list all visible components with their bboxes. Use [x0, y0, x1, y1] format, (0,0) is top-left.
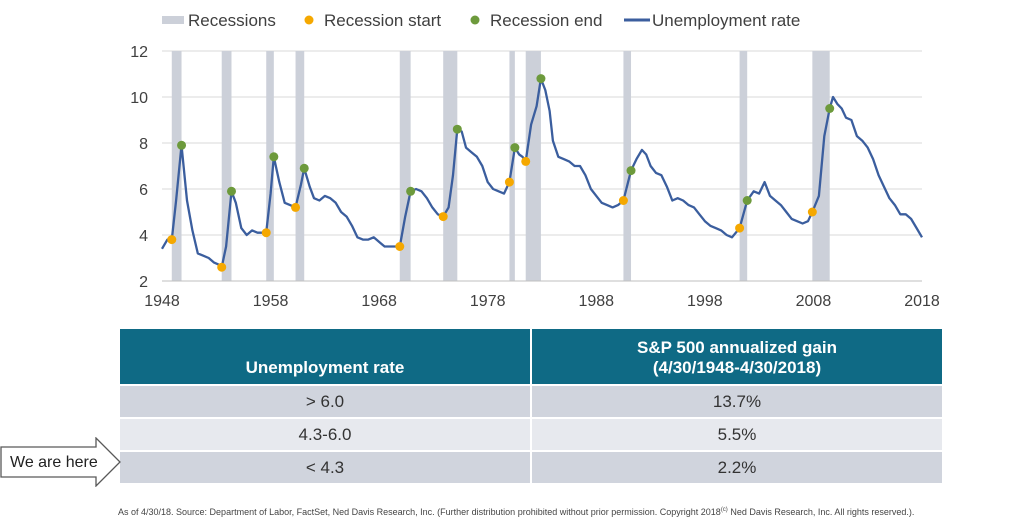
rate-cell: < 4.3	[120, 450, 531, 483]
y-tick-label: 4	[139, 228, 148, 245]
recession-band	[443, 51, 458, 281]
y-tick-label: 12	[130, 44, 148, 61]
header-sp500-gain-title: S&P 500 annualized gain	[637, 338, 837, 357]
legend-swatch-recessions	[162, 16, 184, 24]
rate-cell: > 6.0	[120, 384, 531, 418]
recession-end-point	[825, 104, 835, 113]
recession-end-point	[299, 163, 309, 173]
table-row: > 6.0 13.7%	[120, 384, 942, 418]
recession-band	[171, 51, 182, 281]
legend-item-unemployment-rate: Unemployment rate	[624, 11, 800, 30]
copyright-mark: (c)	[720, 507, 728, 513]
legend-item-recession-end: Recession end	[470, 11, 602, 30]
y-tick-label: 6	[139, 182, 148, 199]
sp500-gain-table: Unemployment rate S&P 500 annualized gai…	[120, 329, 942, 483]
x-tick-label: 1978	[470, 293, 506, 310]
recession-markers	[167, 74, 835, 272]
header-sp500-gain: S&P 500 annualized gain (4/30/1948-4/30/…	[530, 329, 942, 385]
legend-swatch-recession-end	[470, 15, 480, 25]
x-tick-label: 1968	[361, 293, 397, 310]
unemployment-line-layer	[161, 77, 923, 269]
recession-start-point	[618, 196, 628, 205]
recession-band	[623, 51, 632, 281]
source-footnote: As of 4/30/18. Source: Department of Lab…	[118, 507, 914, 517]
legend-label-recession-end: Recession end	[490, 11, 602, 30]
recession-end-point	[742, 196, 752, 205]
recession-start-point	[735, 223, 745, 233]
legend-label-recessions: Recessions	[188, 11, 276, 30]
recession-band	[525, 51, 541, 281]
unemployment-chart: Recessions Recession start Recession end…	[130, 11, 940, 310]
recession-band	[739, 51, 748, 281]
y-tick-label: 2	[139, 274, 148, 291]
chart-legend: Recessions Recession start Recession end…	[162, 11, 800, 30]
x-axis-ticks: 1948 1958 1968 1978 1988 1998 2008 2018	[144, 293, 940, 310]
rate-cell: 4.3-6.0	[120, 417, 531, 451]
gain-cell: 2.2%	[530, 450, 942, 483]
header-unemployment-rate: Unemployment rate	[120, 329, 531, 385]
x-tick-label: 2018	[904, 293, 940, 310]
x-tick-label: 2008	[796, 293, 832, 310]
table-row: 4.3-6.0 5.5%	[120, 417, 942, 451]
recession-band	[295, 51, 305, 281]
we-are-here-label: We are here	[10, 454, 98, 471]
recession-end-point	[269, 152, 279, 162]
recession-start-point	[521, 156, 531, 166]
table-header-row: Unemployment rate S&P 500 annualized gai…	[120, 329, 942, 385]
recession-end-point	[226, 186, 236, 196]
recession-end-point	[536, 74, 546, 84]
recession-start-point	[291, 202, 301, 212]
recession-bands	[171, 51, 830, 281]
recession-band	[399, 51, 411, 281]
legend-swatch-recession-start	[304, 15, 314, 25]
header-unemployment-rate-text: Unemployment rate	[245, 358, 405, 377]
recession-start-point	[395, 242, 405, 251]
recession-start-point	[807, 207, 817, 217]
recession-end-point	[177, 140, 187, 150]
recession-start-point	[438, 212, 448, 222]
footnote-text: As of 4/30/18. Source: Department of Lab…	[118, 507, 721, 517]
x-tick-label: 1958	[253, 293, 289, 310]
y-tick-label: 10	[130, 90, 148, 107]
unemployment-rate-line	[161, 77, 923, 269]
grid-lines	[162, 50, 922, 236]
recession-start-point	[217, 262, 227, 272]
we-are-here-arrow-icon	[0, 437, 121, 487]
recession-end-point	[406, 186, 416, 196]
recession-start-point	[261, 228, 271, 238]
recession-end-point	[452, 124, 462, 134]
recession-start-point	[167, 235, 177, 245]
gain-cell: 13.7%	[530, 384, 942, 418]
x-tick-label: 1998	[687, 293, 723, 310]
x-tick-label: 1988	[578, 293, 614, 310]
legend-item-recession-start: Recession start	[304, 11, 441, 30]
recession-end-point	[510, 143, 520, 153]
y-axis-ticks: 2 4 6 8 10 12	[130, 44, 148, 291]
recession-band	[266, 51, 274, 281]
recession-band	[221, 51, 232, 281]
footnote-text-end: Ned Davis Research, Inc. All rights rese…	[727, 507, 915, 517]
header-sp500-gain-period: (4/30/1948-4/30/2018)	[652, 358, 822, 377]
legend-label-recession-start: Recession start	[324, 11, 441, 30]
gain-cell: 5.5%	[530, 417, 942, 451]
legend-label-unemployment-rate: Unemployment rate	[652, 11, 800, 30]
x-tick-label: 1948	[144, 293, 180, 310]
recession-start-point	[504, 177, 514, 187]
recession-end-point	[626, 166, 636, 176]
table-row: < 4.3 2.2%	[120, 450, 942, 483]
y-tick-label: 8	[139, 136, 148, 153]
legend-item-recessions: Recessions	[162, 11, 276, 30]
